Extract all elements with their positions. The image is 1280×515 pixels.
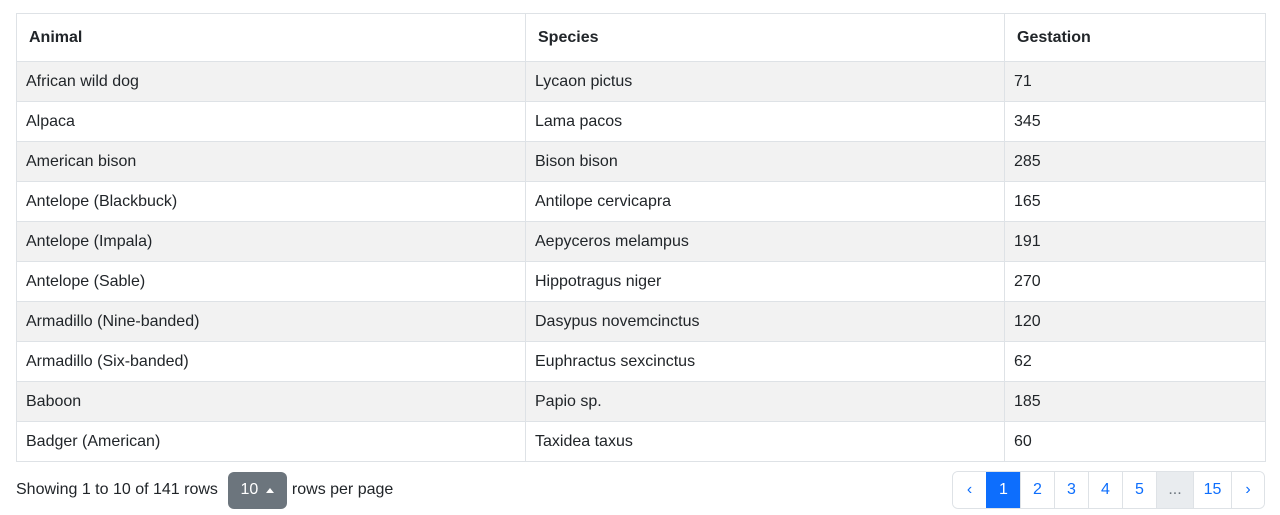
table-row: African wild dog Lycaon pictus 71	[16, 61, 1266, 102]
previous-page-button[interactable]: ‹	[953, 472, 986, 508]
table-row: Armadillo (Six-banded) Euphractus sexcin…	[16, 341, 1266, 382]
cell-species: Lycaon pictus	[525, 61, 1005, 102]
page-4-button[interactable]: 4	[1088, 472, 1122, 508]
cell-gestation: 120	[1004, 301, 1266, 342]
table-row: Antelope (Sable) Hippotragus niger 270	[16, 261, 1266, 302]
cell-species: Dasypus novemcinctus	[525, 301, 1005, 342]
page-2-button[interactable]: 2	[1020, 472, 1054, 508]
showing-rows-text: Showing 1 to 10 of 141 rows	[16, 481, 218, 498]
cell-species: Aepyceros melampus	[525, 221, 1005, 262]
pagination-detail: Showing 1 to 10 of 141 rows 10 rows per …	[16, 471, 393, 509]
cell-species: Antilope cervicapra	[525, 181, 1005, 222]
page-size-dropdown[interactable]: 10	[227, 471, 287, 509]
cell-species: Taxidea taxus	[525, 421, 1005, 462]
cell-animal: Armadillo (Nine-banded)	[16, 301, 526, 342]
cell-species: Lama pacos	[525, 101, 1005, 142]
cell-gestation: 270	[1004, 261, 1266, 302]
cell-animal: Badger (American)	[16, 421, 526, 462]
cell-animal: American bison	[16, 141, 526, 182]
next-page-button[interactable]: ›	[1231, 472, 1264, 508]
pagination-ellipsis: ...	[1156, 472, 1193, 508]
table-row: Antelope (Impala) Aepyceros melampus 191	[16, 221, 1266, 262]
cell-species: Papio sp.	[525, 381, 1005, 422]
table-footer: Showing 1 to 10 of 141 rows 10 rows per …	[16, 471, 1265, 509]
table-row: Antelope (Blackbuck) Antilope cervicapra…	[16, 181, 1266, 222]
pagination: ‹ 1 2 3 4 5 ... 15 ›	[952, 471, 1265, 509]
cell-gestation: 191	[1004, 221, 1266, 262]
cell-species: Euphractus sexcinctus	[525, 341, 1005, 382]
cell-gestation: 60	[1004, 421, 1266, 462]
page-5-button[interactable]: 5	[1122, 472, 1156, 508]
cell-gestation: 62	[1004, 341, 1266, 382]
table-header-row: Animal Species Gestation	[16, 13, 1266, 62]
page-size-value: 10	[240, 481, 259, 498]
cell-gestation: 71	[1004, 61, 1266, 102]
cell-animal: African wild dog	[16, 61, 526, 102]
column-header-gestation[interactable]: Gestation	[1004, 13, 1266, 62]
cell-gestation: 185	[1004, 381, 1266, 422]
table-row: Armadillo (Nine-banded) Dasypus novemcin…	[16, 301, 1266, 342]
column-header-species[interactable]: Species	[525, 13, 1005, 62]
cell-species: Bison bison	[525, 141, 1005, 182]
rows-per-page-text: rows per page	[291, 481, 394, 498]
column-header-animal[interactable]: Animal	[16, 13, 526, 62]
cell-animal: Antelope (Sable)	[16, 261, 526, 302]
cell-gestation: 165	[1004, 181, 1266, 222]
cell-animal: Baboon	[16, 381, 526, 422]
table-row: Baboon Papio sp. 185	[16, 381, 1266, 422]
cell-gestation: 285	[1004, 141, 1266, 182]
table-row: American bison Bison bison 285	[16, 141, 1266, 182]
cell-gestation: 345	[1004, 101, 1266, 142]
data-table: Animal Species Gestation African wild do…	[16, 13, 1266, 462]
cell-species: Hippotragus niger	[525, 261, 1005, 302]
page-3-button[interactable]: 3	[1054, 472, 1088, 508]
cell-animal: Armadillo (Six-banded)	[16, 341, 526, 382]
caret-up-icon	[266, 487, 275, 493]
table-row: Badger (American) Taxidea taxus 60	[16, 421, 1266, 462]
page-15-button[interactable]: 15	[1193, 472, 1231, 508]
table-row: Alpaca Lama pacos 345	[16, 101, 1266, 142]
cell-animal: Antelope (Impala)	[16, 221, 526, 262]
cell-animal: Antelope (Blackbuck)	[16, 181, 526, 222]
cell-animal: Alpaca	[16, 101, 526, 142]
page-1-button[interactable]: 1	[986, 472, 1020, 508]
